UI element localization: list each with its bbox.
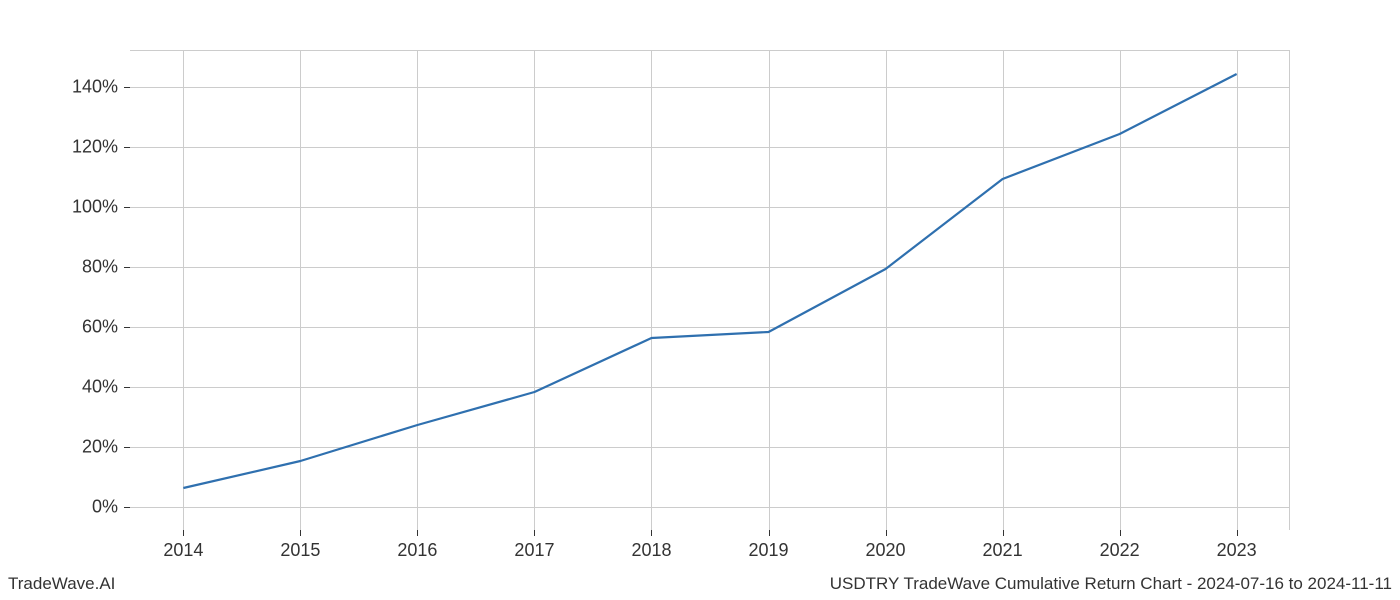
y-tick-label: 40% xyxy=(82,377,118,398)
y-tick-label: 20% xyxy=(82,437,118,458)
chart-plot-area: 0%20%40%60%80%100%120%140%20142015201620… xyxy=(130,50,1290,530)
y-tick-label: 120% xyxy=(72,137,118,158)
x-tick-label: 2014 xyxy=(163,540,203,561)
x-tick-label: 2023 xyxy=(1217,540,1257,561)
line-series xyxy=(130,50,1290,530)
x-tick-label: 2018 xyxy=(631,540,671,561)
footer-brand: TradeWave.AI xyxy=(8,574,115,594)
x-tick-mark xyxy=(534,530,535,536)
x-tick-label: 2016 xyxy=(397,540,437,561)
x-tick-label: 2017 xyxy=(514,540,554,561)
x-tick-label: 2020 xyxy=(866,540,906,561)
x-tick-mark xyxy=(769,530,770,536)
x-tick-mark xyxy=(1237,530,1238,536)
x-tick-mark xyxy=(417,530,418,536)
y-tick-label: 60% xyxy=(82,317,118,338)
y-tick-label: 100% xyxy=(72,197,118,218)
x-tick-mark xyxy=(1003,530,1004,536)
return-line xyxy=(183,74,1236,488)
x-tick-mark xyxy=(300,530,301,536)
x-tick-label: 2021 xyxy=(983,540,1023,561)
y-tick-label: 140% xyxy=(72,77,118,98)
footer-caption: USDTRY TradeWave Cumulative Return Chart… xyxy=(830,574,1392,594)
y-tick-label: 80% xyxy=(82,257,118,278)
x-tick-mark xyxy=(886,530,887,536)
x-tick-mark xyxy=(1120,530,1121,536)
x-tick-label: 2015 xyxy=(280,540,320,561)
y-tick-label: 0% xyxy=(92,497,118,518)
x-tick-label: 2019 xyxy=(748,540,788,561)
x-tick-mark xyxy=(651,530,652,536)
x-tick-mark xyxy=(183,530,184,536)
x-tick-label: 2022 xyxy=(1100,540,1140,561)
